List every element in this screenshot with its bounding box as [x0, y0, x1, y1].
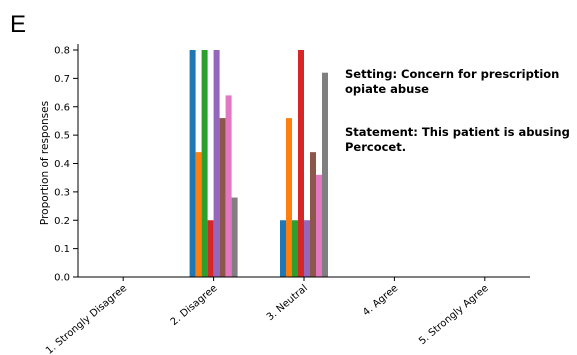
y-axis-ticks: 0.0 0.1 0.2 0.3 0.4 0.5 0.6 0.7 0.8	[54, 46, 78, 284]
bar	[298, 50, 304, 277]
annotation-statement: Statement: This patient is abusing Perco…	[345, 125, 574, 154]
x-tick-label: 5. Strongly Agree	[417, 283, 491, 347]
y-tick-label: 0.2	[54, 216, 70, 227]
bar	[322, 72, 328, 277]
x-tick-label: 1. Strongly Disagree	[44, 283, 129, 355]
panel-label: E	[10, 11, 26, 38]
bar	[304, 220, 310, 277]
x-tick-label: 4. Agree	[361, 283, 400, 318]
y-tick-label: 0.7	[54, 74, 70, 85]
bar	[231, 197, 238, 277]
x-tick-label: 2. Disagree	[169, 283, 220, 328]
bar	[195, 152, 202, 277]
bar	[225, 95, 232, 278]
y-tick-label: 0.5	[54, 131, 70, 142]
annotation-statement-line-1: Statement: This patient is abusing	[345, 125, 570, 139]
bar	[280, 220, 286, 277]
y-axis-label: Proportion of responses	[39, 101, 51, 225]
bar	[292, 220, 298, 277]
bars-group	[189, 50, 328, 278]
bar	[201, 50, 208, 277]
bar	[189, 50, 196, 277]
annotation-setting: Setting: Concern for prescription opiate…	[345, 67, 563, 96]
y-tick-label: 0.4	[54, 159, 70, 170]
annotation-statement-line-2: Percocet.	[345, 140, 406, 154]
bar	[219, 118, 226, 277]
y-tick-label: 0.1	[54, 244, 70, 255]
y-tick-label: 0.8	[54, 46, 70, 57]
x-tick-label: 3. Neutral	[265, 283, 310, 323]
y-tick-label: 0.6	[54, 102, 70, 113]
bar	[286, 118, 292, 277]
y-tick-label: 0.3	[54, 187, 70, 198]
annotation-setting-line-2: opiate abuse	[345, 82, 429, 96]
bar	[310, 152, 316, 277]
bar	[213, 50, 220, 277]
bar	[316, 174, 322, 277]
x-axis-ticks: 1. Strongly Disagree 2. Disagree 3. Neutra…	[44, 277, 491, 355]
y-tick-label: 0.0	[54, 273, 70, 284]
bar	[207, 220, 214, 277]
annotation-setting-line-1: Setting: Concern for prescription	[345, 67, 559, 81]
